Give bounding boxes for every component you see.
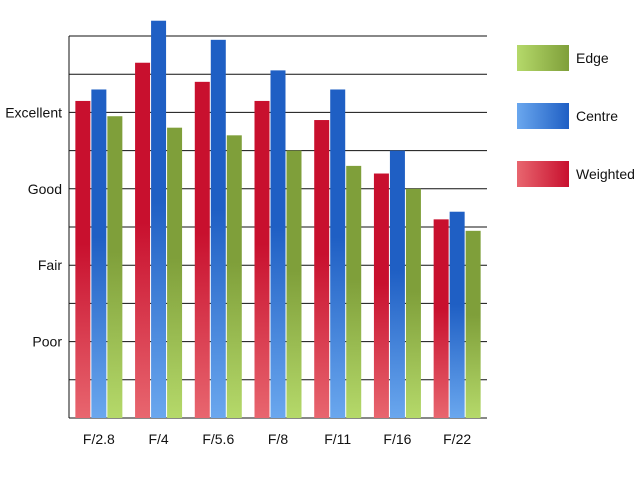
bar-weighted [75, 100, 91, 418]
bar-edge [286, 150, 302, 418]
bars [75, 20, 481, 419]
bar-weighted [314, 120, 330, 418]
legend-swatch-centre [517, 103, 569, 129]
bar-edge [107, 116, 123, 418]
bar-edge [226, 135, 242, 418]
bar-centre [449, 211, 465, 418]
bar-centre [151, 20, 167, 418]
bar-weighted [135, 62, 151, 419]
legend-label-centre: Centre [576, 108, 618, 124]
legend-label-weighted: Weighted [576, 166, 635, 182]
x-tick-label: F/16 [383, 431, 411, 447]
x-tick-label: F/5.6 [202, 431, 234, 447]
legend: Edge Centre Weighted [517, 45, 635, 187]
y-tick-label: Poor [32, 334, 62, 350]
x-tick-label: F/8 [268, 431, 288, 447]
bar-weighted [373, 173, 389, 418]
legend-label-edge: Edge [576, 50, 609, 66]
y-tick-label: Excellent [5, 104, 62, 120]
legend-swatch-edge [517, 45, 569, 71]
bar-centre [91, 89, 107, 418]
bar-edge [167, 127, 183, 419]
bar-edge [465, 230, 481, 418]
bar-edge [405, 188, 421, 418]
legend-swatch-weighted [517, 161, 569, 187]
x-tick-label: F/2.8 [83, 431, 115, 447]
bar-centre [330, 89, 346, 418]
bar-edge [346, 165, 362, 418]
bar-weighted [433, 219, 449, 418]
bar-centre [389, 150, 405, 418]
y-tick-label: Good [28, 181, 62, 197]
x-tick-label: F/22 [443, 431, 471, 447]
bar-centre [270, 70, 286, 418]
bar-weighted [194, 81, 210, 418]
bar-weighted [254, 100, 270, 418]
bar-centre [210, 39, 226, 418]
x-tick-label: F/11 [324, 431, 351, 447]
y-tick-label: Fair [38, 257, 62, 273]
x-tick-label: F/4 [148, 431, 168, 447]
